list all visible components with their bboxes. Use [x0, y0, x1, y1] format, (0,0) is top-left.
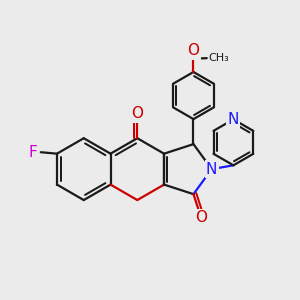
Text: F: F [28, 145, 37, 160]
Text: CH₃: CH₃ [208, 52, 229, 63]
Text: O: O [195, 210, 207, 225]
Text: O: O [188, 43, 200, 58]
Text: O: O [131, 106, 143, 121]
Text: N: N [206, 162, 217, 177]
Text: N: N [228, 112, 239, 127]
